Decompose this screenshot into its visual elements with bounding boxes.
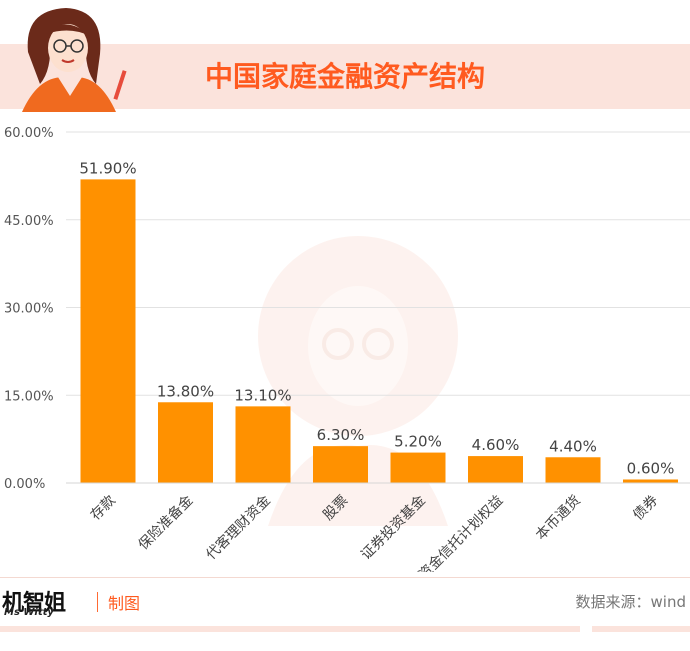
- data-label: 5.20%: [394, 433, 442, 451]
- bar: [80, 179, 136, 483]
- y-tick-label: 45.00%: [4, 214, 54, 229]
- y-tick-label: 30.00%: [4, 302, 54, 317]
- y-tick-label: 60.00%: [4, 126, 54, 141]
- avatar-illustration: [22, 8, 127, 112]
- data-label: 51.90%: [79, 159, 136, 177]
- x-tick-label: 本币通货: [532, 492, 584, 544]
- x-tick-label: 证券投资基金: [357, 492, 428, 563]
- logo-sub-text: Ms Witty: [4, 607, 54, 618]
- data-source: 数据来源：wind: [575, 593, 686, 611]
- bar: [623, 479, 678, 483]
- data-label: 13.80%: [157, 382, 214, 400]
- footer-label: 制图: [108, 594, 141, 613]
- bar: [468, 456, 523, 483]
- x-tick-label: 存款: [88, 493, 119, 524]
- footer-divider: [97, 592, 98, 612]
- data-label: 6.30%: [317, 426, 365, 444]
- bar: [545, 457, 601, 483]
- bar-chart: 0.00% 15.00% 30.00% 45.00% 60.00% 51.90% 存款 13.…: [4, 126, 690, 572]
- logo-main-text: 机智姐: [2, 591, 66, 616]
- chart-title: 中国家庭金融资产结构: [204, 60, 485, 93]
- bar: [235, 406, 291, 483]
- x-tick-label: 债券: [630, 493, 661, 524]
- bar: [158, 402, 213, 483]
- data-label: 0.60%: [627, 459, 675, 477]
- x-tick-label: 保险准备金: [135, 492, 197, 554]
- x-tick-label: 代客理财资金: [202, 492, 273, 563]
- data-label: 13.10%: [234, 386, 291, 404]
- x-tick-label: 股票: [320, 493, 351, 524]
- data-label: 4.60%: [472, 436, 520, 454]
- footer-rule: [0, 577, 690, 578]
- y-tick-label: 0.00%: [4, 477, 45, 492]
- data-label: 4.40%: [549, 437, 597, 455]
- footer-band: [0, 626, 580, 632]
- y-tick-label: 15.00%: [4, 389, 54, 404]
- x-tick-label: 资金信托计划权益: [416, 493, 507, 572]
- bar: [313, 446, 368, 483]
- bar: [390, 452, 446, 483]
- footer-band-end: [592, 626, 690, 632]
- brand-logo: 机智姐 Ms Witty: [2, 585, 92, 621]
